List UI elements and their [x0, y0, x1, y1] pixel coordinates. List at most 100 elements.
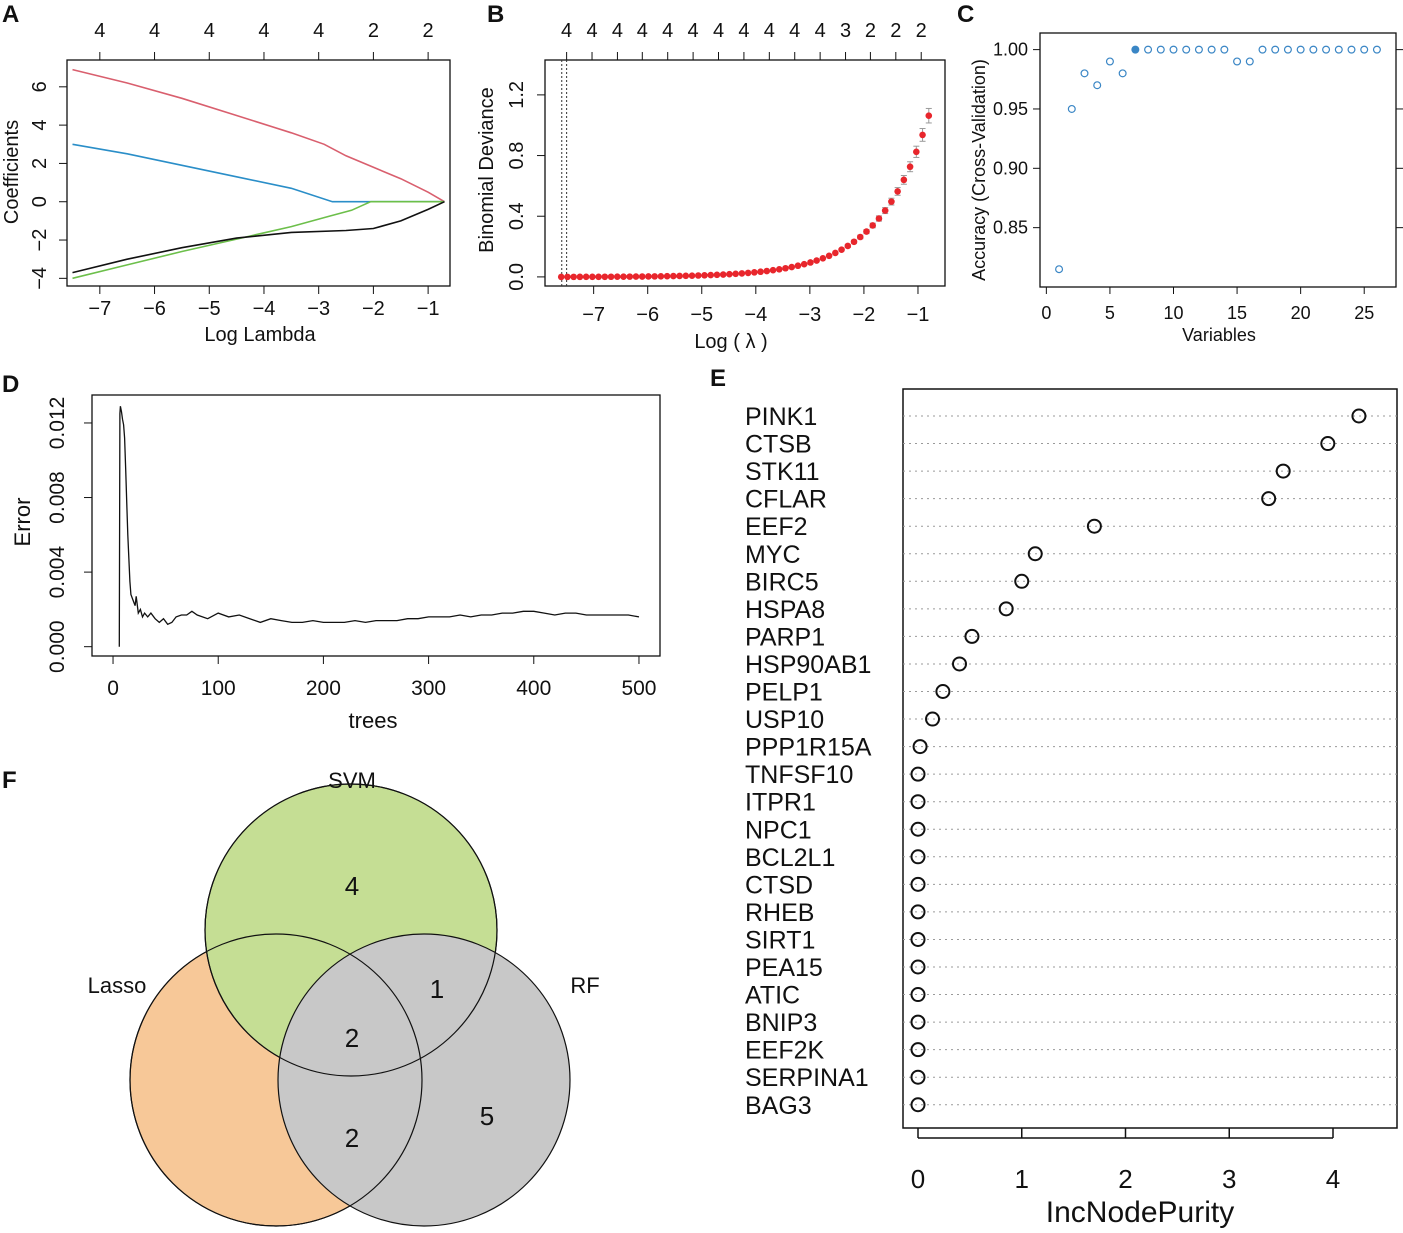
panel-b-y-label: Binomial Deviance [476, 87, 498, 253]
deviance-point [775, 265, 783, 273]
deviance-point [576, 273, 584, 281]
x-tick-label: 300 [411, 677, 446, 700]
panel-c-x-label: Variables [1182, 325, 1256, 345]
y-tick-label: 6 [29, 81, 51, 92]
deviance-point [894, 188, 901, 195]
y-tick-label: 0.008 [46, 471, 69, 524]
deviance-point [713, 271, 721, 279]
panel-e-x-label: IncNodePurity [1046, 1196, 1234, 1229]
panel-b-points [557, 107, 933, 281]
gene-label: EEF2K [745, 1037, 825, 1065]
venn-count-rf-only: 5 [480, 1101, 494, 1131]
deviance-point [613, 273, 621, 281]
x-tick-label: −1 [907, 304, 930, 326]
deviance-point [694, 272, 702, 279]
top-tick-label: 4 [612, 20, 623, 42]
panel-d-plot-frame [91, 394, 661, 657]
gene-label: HSP90AB1 [745, 651, 871, 679]
deviance-point [601, 273, 609, 281]
top-tick-label: 4 [258, 20, 269, 42]
gene-label: TNFSF10 [745, 761, 853, 789]
y-tick-label: 1.2 [506, 81, 528, 109]
deviance-point [620, 273, 627, 280]
top-tick-label: 4 [204, 20, 215, 42]
x-tick-label: 200 [306, 677, 341, 700]
deviance-point [744, 269, 752, 277]
gene-label: ATIC [745, 982, 800, 1010]
gene-label: BAG3 [745, 1092, 812, 1120]
accuracy-point [1271, 45, 1280, 54]
panel-e-rows: PINK1CTSBSTK11CFLAREEF2MYCBIRC5HSPA8PARP… [745, 403, 1397, 1120]
panel-a-series [72, 68, 445, 280]
panel-letter-d: D [2, 371, 19, 398]
importance-point [912, 739, 928, 755]
panel-letter-f: F [2, 767, 17, 794]
deviance-point [919, 131, 926, 139]
gene-label: BCL2L1 [745, 844, 835, 872]
top-tick-label: 2 [890, 20, 901, 42]
deviance-point [645, 273, 652, 280]
deviance-point [688, 272, 696, 279]
panel-b-plot-frame [544, 59, 946, 287]
gene-label: SERPINA1 [745, 1064, 869, 1092]
importance-point [910, 876, 926, 892]
accuracy-point [1182, 45, 1191, 54]
importance-point [1014, 573, 1030, 589]
deviance-point [557, 273, 565, 281]
accuracy-point [1144, 45, 1153, 54]
gene-label: BIRC5 [745, 568, 819, 596]
deviance-point [663, 272, 671, 280]
top-tick-label: 2 [423, 20, 434, 42]
accuracy-point [1118, 69, 1127, 78]
accuracy-point [1334, 45, 1343, 54]
deviance-point [626, 273, 634, 280]
x-tick-label: 2 [1118, 1164, 1132, 1194]
deviance-point [913, 148, 920, 156]
x-tick-label: 400 [516, 677, 551, 700]
accuracy-point [1233, 57, 1242, 66]
accuracy-point [1283, 45, 1292, 54]
deviance-point [707, 271, 715, 279]
panel-letter-b: B [487, 1, 504, 28]
top-tick-label: 4 [313, 20, 324, 42]
x-tick-label: −5 [690, 304, 713, 326]
gene-label: ITPR1 [745, 789, 816, 817]
deviance-point [782, 264, 789, 272]
deviance-point [726, 270, 733, 278]
importance-point [935, 684, 951, 699]
top-tick-label: 4 [149, 20, 160, 42]
x-tick-label: −6 [143, 298, 166, 320]
x-tick-label: 500 [621, 677, 656, 700]
importance-point [1320, 436, 1336, 452]
oob-error-line [118, 406, 640, 647]
venn-outline-svm [204, 783, 498, 1077]
x-tick-label: −3 [307, 298, 330, 320]
top-tick-label: 2 [368, 20, 379, 42]
x-tick-label: −2 [362, 298, 385, 320]
importance-point [1351, 408, 1367, 424]
gene-label: STK11 [745, 458, 820, 486]
importance-point [910, 959, 926, 975]
panel-a-plot-frame [66, 59, 451, 287]
venn-label-svm: SVM [328, 768, 376, 793]
deviance-point [794, 262, 802, 270]
importance-point [952, 656, 967, 672]
importance-point [910, 1042, 926, 1058]
deviance-point [832, 249, 839, 257]
x-tick-label: 25 [1354, 303, 1374, 323]
x-tick-label: 0 [107, 677, 119, 700]
deviance-point [719, 271, 727, 278]
panel-c-y-label: Accuracy (Cross-Validation) [969, 59, 989, 281]
panel-d-x-label: trees [349, 708, 398, 733]
x-tick-label: −4 [253, 298, 276, 320]
x-tick-label: 0 [911, 1164, 925, 1194]
top-tick-label: 4 [662, 20, 673, 42]
deviance-point [769, 266, 777, 274]
x-tick-label: 100 [201, 677, 236, 700]
venn-outline-lasso [129, 933, 423, 1227]
importance-point [925, 711, 941, 727]
panel-d-y-ticks: 0.000 0.004 0.008 0.012 [46, 397, 92, 673]
x-tick-label: 15 [1227, 303, 1247, 323]
deviance-point [819, 255, 827, 262]
deviance-point [825, 252, 833, 260]
